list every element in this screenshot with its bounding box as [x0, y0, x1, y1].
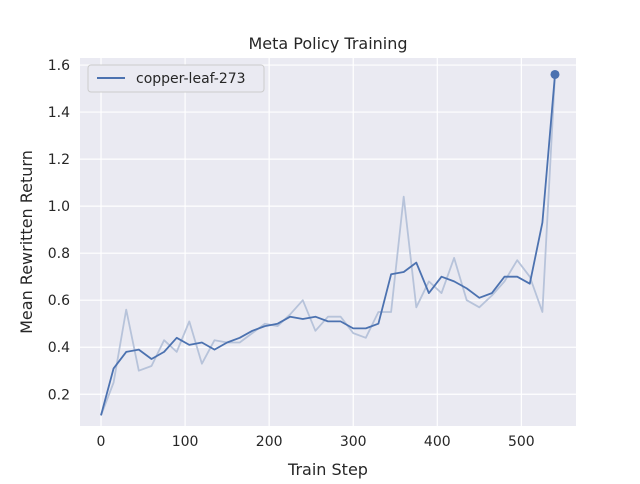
y-tick-label: 0.2 [48, 387, 70, 403]
x-axis-label: Train Step [287, 460, 368, 479]
x-tick-label: 300 [340, 434, 367, 450]
legend-box [87, 64, 265, 93]
raw-series [100, 74, 556, 416]
y-tick-label: 0.4 [48, 340, 70, 356]
y-axis-ticks: 0.2 0.4 0.6 0.8 1.0 1.2 1.4 1.6 [48, 58, 70, 403]
smoothed-series [100, 69, 560, 416]
x-tick-label: 400 [424, 434, 451, 450]
y-tick-label: 0.6 [48, 293, 70, 309]
x-axis-ticks: 0 100 200 300 400 500 [97, 434, 535, 450]
raw-series-line [100, 74, 556, 416]
y-tick-label: 1.2 [48, 152, 70, 168]
y-tick-label: 1.6 [48, 58, 70, 74]
grid [80, 58, 576, 426]
legend-label: copper-leaf-273 [136, 71, 246, 87]
x-tick-label: 200 [256, 434, 283, 450]
y-tick-label: 0.8 [48, 246, 70, 262]
y-tick-label: 1.4 [48, 105, 70, 121]
y-axis-label: Mean Rewritten Return [17, 150, 36, 334]
legend: copper-leaf-273 [87, 64, 265, 93]
plot-background [80, 58, 576, 426]
last-point-marker [550, 69, 560, 79]
x-tick-label: 100 [172, 434, 199, 450]
chart-title: Meta Policy Training [248, 34, 407, 53]
smoothed-series-line [100, 74, 556, 416]
y-tick-label: 1.0 [48, 199, 70, 215]
x-tick-label: 500 [508, 434, 535, 450]
x-tick-label: 0 [97, 434, 106, 450]
